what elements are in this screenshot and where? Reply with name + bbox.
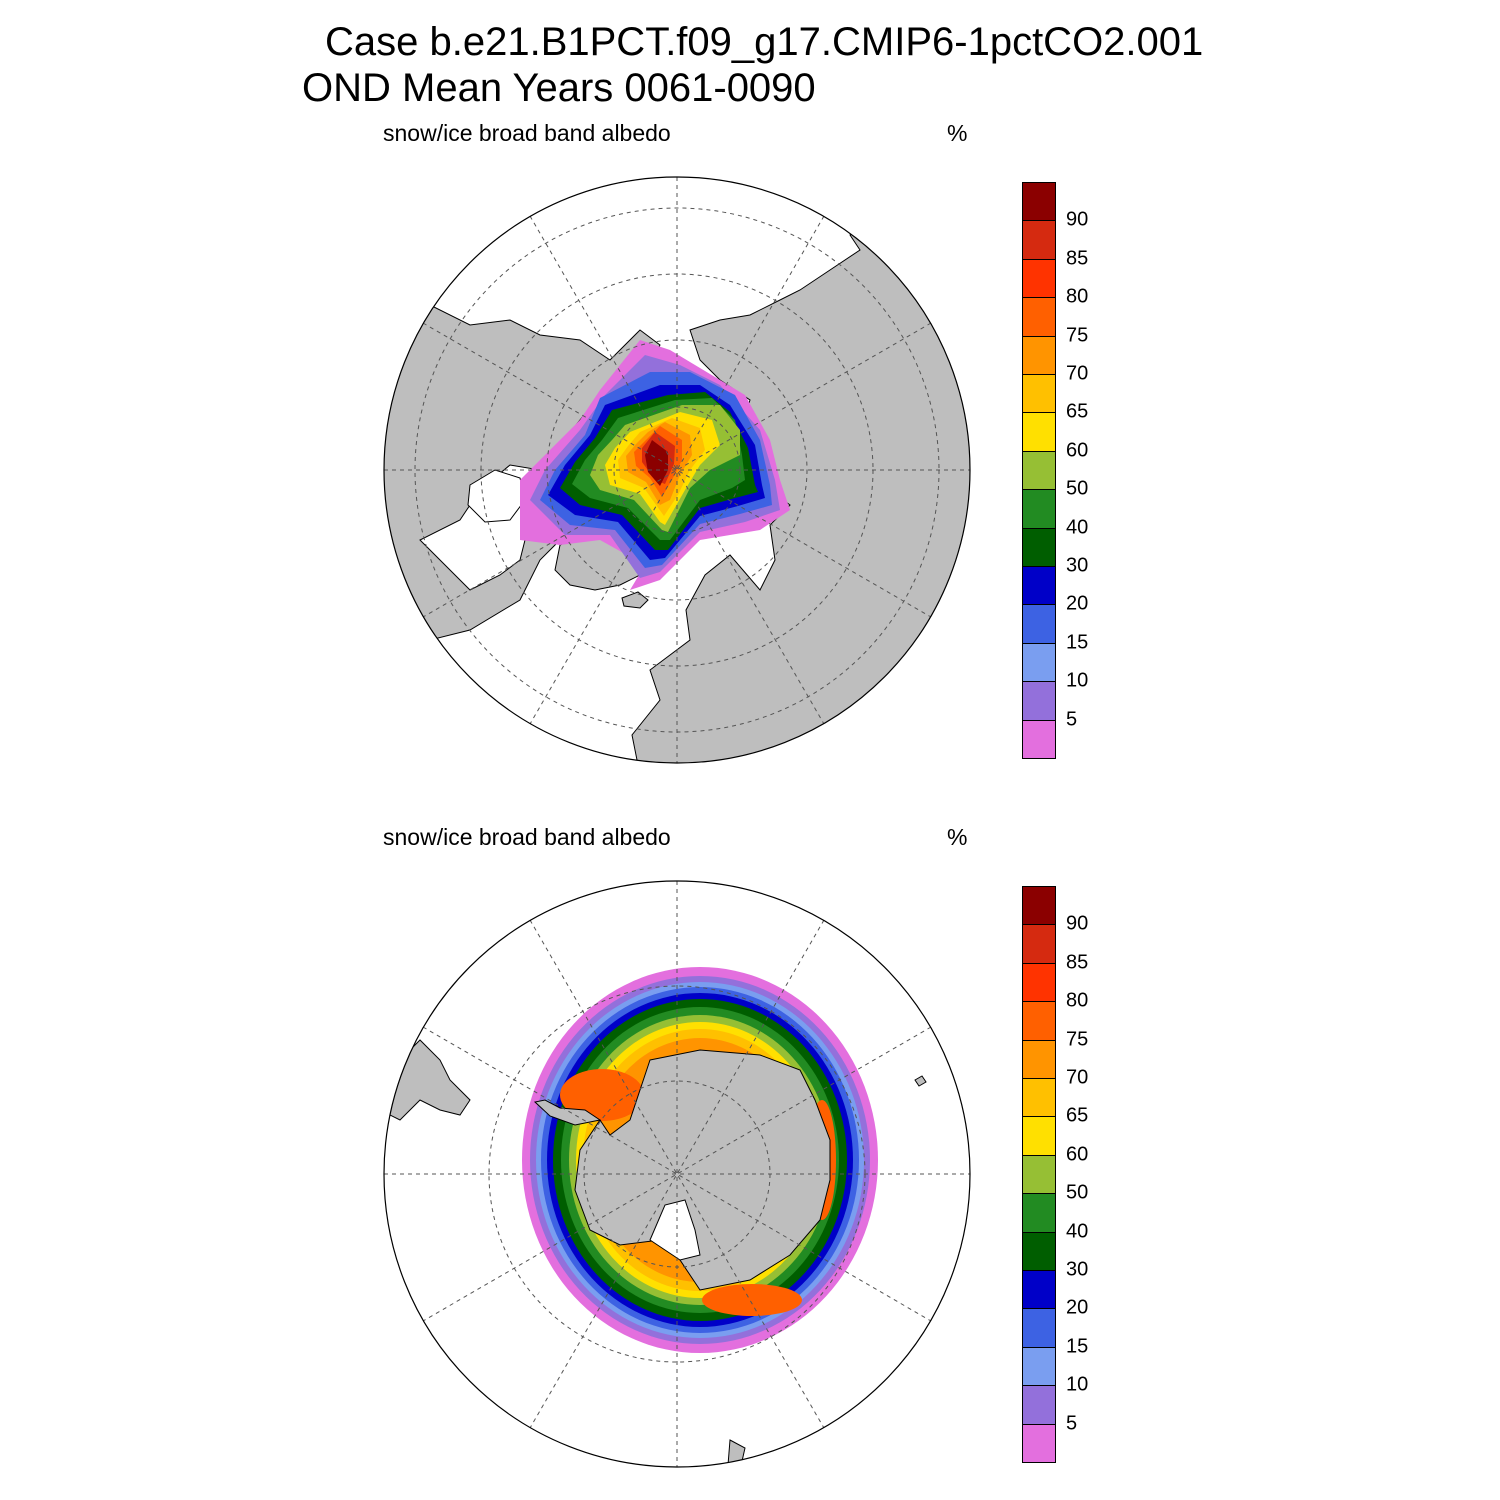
colorbar-cell [1022,604,1056,644]
colorbar-cell [1022,886,1056,926]
colorbar-cell [1022,1308,1056,1348]
colorbar-tick-label: 40 [1066,516,1089,539]
colorbar-cell [1022,527,1056,567]
north-panel-variable-label: snow/ice broad band albedo [383,120,671,146]
main-subtitle: OND Mean Years 0061-0090 [302,66,816,110]
north-panel-units-label: % [947,120,968,146]
north-map-border [383,176,971,764]
colorbar-tick-label: 50 [1066,1181,1089,1204]
colorbar-tick-label: 50 [1066,477,1089,500]
colorbar-tick-label: 15 [1066,631,1089,654]
colorbar-tick-label: 30 [1066,1258,1089,1281]
north-colorbar: 5 10 15 20 30 40 50 60 65 70 75 80 85 90 [1022,182,1088,759]
colorbar-tick-label: 20 [1066,1296,1089,1319]
colorbar-tick-label: 65 [1066,400,1089,423]
iceland-land [621,591,649,609]
colorbar-cell [1022,1116,1056,1156]
colorbar-cell [1022,182,1056,222]
colorbar-cell [1022,719,1056,759]
colorbar-tick-label: 90 [1066,912,1089,935]
arctic-sea-ice [520,340,790,590]
colorbar-cell [1022,1346,1056,1387]
ross-sea [649,1199,701,1261]
colorbar-tick-label: 15 [1066,1335,1089,1358]
south-map-border [383,880,971,1468]
colorbar-cell [1022,1039,1056,1079]
colorbar-cell [1022,335,1056,375]
colorbar-tick-label: 10 [1066,1373,1089,1396]
colorbar-tick-label: 60 [1066,439,1089,462]
south-panel-units-label: % [947,824,968,850]
north-graticule [384,177,970,763]
main-title: Case b.e21.B1PCT.f09_g17.CMIP6-1pctCO2.0… [325,20,1204,64]
colorbar-tick-label: 5 [1066,1412,1078,1435]
colorbar-cell [1022,1423,1056,1463]
colorbar-tick-label: 20 [1066,592,1089,615]
colorbar-cell [1022,1078,1056,1118]
colorbar-tick-label: 70 [1066,1066,1089,1089]
colorbar-cell [1022,642,1056,683]
colorbar-cell [1022,681,1056,721]
colorbar-cell [1022,489,1056,529]
colorbar-cell [1022,412,1056,452]
colorbar-cell [1022,1270,1056,1310]
colorbar-tick-label: 40 [1066,1220,1089,1243]
colorbar-cell [1022,1385,1056,1425]
antarctic-peninsula-land [533,1099,602,1126]
colorbar-cell [1022,374,1056,414]
south-georgia-land [914,1075,927,1087]
south-polar-map [384,881,970,1467]
colorbar-cell [1022,1001,1056,1041]
colorbar-cell [1022,450,1056,491]
colorbar-tick-label: 70 [1066,362,1089,385]
colorbar-tick-label: 85 [1066,247,1089,270]
antarctica-land [574,1049,831,1291]
colorbar-cell [1022,566,1056,606]
colorbar-tick-label: 30 [1066,554,1089,577]
colorbar-tick-label: 10 [1066,669,1089,692]
colorbar-tick-label: 90 [1066,208,1089,231]
colorbar-tick-label: 65 [1066,1104,1089,1127]
colorbar-tick-label: 80 [1066,285,1089,308]
colorbar-cell [1022,962,1056,1003]
colorbar-cell [1022,1231,1056,1271]
south-graticule [384,881,970,1467]
colorbar-cell [1022,297,1056,337]
colorbar-tick-label: 60 [1066,1143,1089,1166]
hudson-bay [467,469,526,523]
south-colorbar: 5 10 15 20 30 40 50 60 65 70 75 80 85 90 [1022,886,1088,1463]
colorbar-cell [1022,258,1056,299]
colorbar-cell [1022,220,1056,260]
colorbar-cell [1022,924,1056,964]
colorbar-tick-label: 75 [1066,1028,1089,1051]
colorbar-cell [1022,1154,1056,1195]
colorbar-cell [1022,1193,1056,1233]
south-panel-variable-label: snow/ice broad band albedo [383,824,671,850]
north-polar-map [384,177,970,763]
colorbar-tick-label: 75 [1066,324,1089,347]
colorbar-tick-label: 80 [1066,989,1089,1012]
colorbar-tick-label: 5 [1066,708,1078,731]
colorbar-tick-label: 85 [1066,951,1089,974]
